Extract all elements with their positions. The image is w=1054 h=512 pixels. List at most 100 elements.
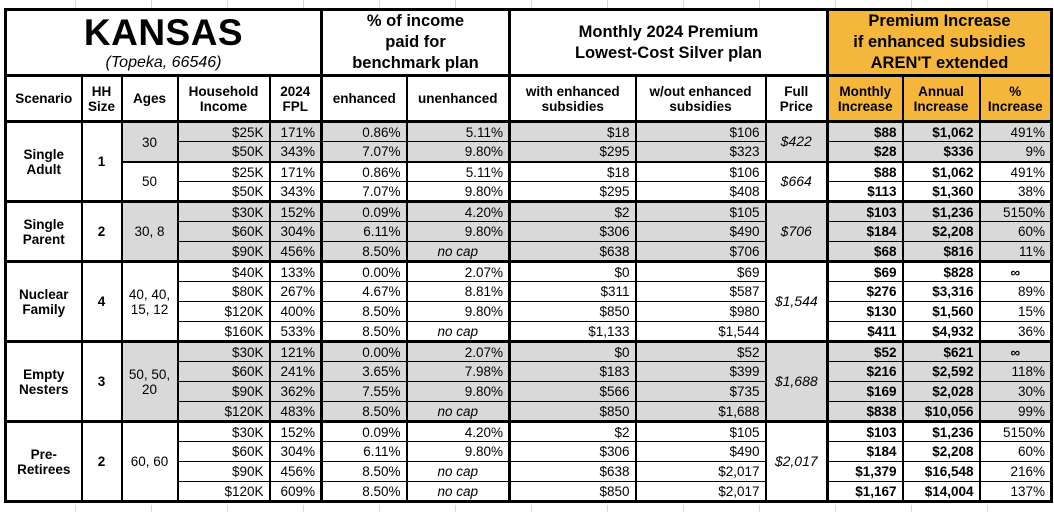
cell-pct-increase: 15% (978, 301, 1053, 323)
cell-income: $90K (176, 241, 271, 263)
cell-enhanced-pct: 8.50% (320, 241, 408, 263)
cell-income: $50K (176, 141, 271, 163)
cell-monthly-increase: $52 (826, 340, 904, 363)
col-header-without-subsidies: w/out enhanced subsidies (634, 75, 767, 124)
cell-with-subsidies: $18 (508, 160, 637, 183)
cell-scenario: Single Adult (4, 120, 83, 203)
cell-hh-size: 2 (80, 200, 123, 263)
cell-scenario: Empty Nesters (4, 340, 83, 423)
cell-monthly-increase: $103 (826, 420, 904, 443)
cell-income: $40K (176, 260, 271, 283)
table-title-cell: KANSAS (Topeka, 66546) (4, 7, 323, 78)
cell-annual-increase: $1,062 (901, 120, 981, 143)
cell-without-subsidies: $399 (634, 361, 767, 383)
cell-fpl: 171% (268, 120, 323, 143)
cell-hh-size: 2 (80, 420, 123, 504)
cell-ages: 40, 40, 15, 12 (120, 260, 179, 343)
section-header-premium: Monthly 2024 Premium Lowest-Cost Silver … (508, 7, 829, 78)
col-header-enhanced: enhanced (320, 75, 408, 124)
cell-income: $30K (176, 420, 271, 443)
cell-unenhanced-pct: 8.81% (405, 281, 511, 303)
col-header-annual-increase: Annual Increase (901, 75, 981, 124)
cell-pct-increase: ∞ (978, 340, 1053, 363)
cell-with-subsidies: $0 (508, 340, 637, 363)
cell-monthly-increase: $184 (826, 441, 904, 463)
cell-full-price: $422 (764, 120, 829, 163)
cell-without-subsidies: $2,017 (634, 481, 767, 504)
cell-fpl: 241% (268, 361, 323, 383)
cell-monthly-increase: $103 (826, 200, 904, 223)
cell-enhanced-pct: 0.09% (320, 420, 408, 443)
cell-enhanced-pct: 4.67% (320, 281, 408, 303)
cell-with-subsidies: $295 (508, 181, 637, 203)
cell-with-subsidies: $850 (508, 401, 637, 423)
cell-pct-increase: 38% (978, 181, 1053, 203)
cell-fpl: 483% (268, 401, 323, 423)
cell-pct-increase: 491% (978, 120, 1053, 143)
cell-fpl: 304% (268, 221, 323, 243)
cell-unenhanced-pct: 2.07% (405, 340, 511, 363)
cell-pct-increase: 216% (978, 461, 1053, 483)
spreadsheet-gridline-strip-top (0, 0, 1054, 8)
cell-unenhanced-pct: 9.80% (405, 441, 511, 463)
cell-scenario: Single Parent (4, 200, 83, 263)
col-header-ages: Ages (120, 75, 179, 124)
cell-annual-increase: $1,236 (901, 200, 981, 223)
cell-unenhanced-pct: 4.20% (405, 200, 511, 223)
cell-pct-increase: 118% (978, 361, 1053, 383)
cell-enhanced-pct: 0.00% (320, 260, 408, 283)
cell-annual-increase: $1,560 (901, 301, 981, 323)
cell-without-subsidies: $105 (634, 420, 767, 443)
cell-monthly-increase: $1,167 (826, 481, 904, 504)
cell-pct-increase: 99% (978, 401, 1053, 423)
cell-without-subsidies: $2,017 (634, 461, 767, 483)
cell-without-subsidies: $105 (634, 200, 767, 223)
section-header-increase: Premium Increase if enhanced subsidies A… (826, 7, 1053, 78)
cell-with-subsidies: $18 (508, 120, 637, 143)
cell-enhanced-pct: 8.50% (320, 461, 408, 483)
cell-monthly-increase: $184 (826, 221, 904, 243)
cell-enhanced-pct: 0.09% (320, 200, 408, 223)
cell-fpl: 267% (268, 281, 323, 303)
cell-without-subsidies: $490 (634, 441, 767, 463)
cell-enhanced-pct: 8.50% (320, 481, 408, 504)
cell-monthly-increase: $28 (826, 141, 904, 163)
cell-annual-increase: $3,316 (901, 281, 981, 303)
cell-annual-increase: $2,208 (901, 221, 981, 243)
cell-with-subsidies: $183 (508, 361, 637, 383)
cell-fpl: 343% (268, 181, 323, 203)
cell-enhanced-pct: 8.50% (320, 321, 408, 343)
cell-fpl: 533% (268, 321, 323, 343)
cell-enhanced-pct: 7.07% (320, 141, 408, 163)
cell-income: $60K (176, 221, 271, 243)
cell-income: $120K (176, 301, 271, 323)
cell-hh-size: 3 (80, 340, 123, 423)
cell-annual-increase: $816 (901, 241, 981, 263)
cell-full-price: $706 (764, 200, 829, 263)
cell-without-subsidies: $1,688 (634, 401, 767, 423)
cell-pct-increase: 9% (978, 141, 1053, 163)
cell-enhanced-pct: 6.11% (320, 221, 408, 243)
cell-fpl: 133% (268, 260, 323, 283)
cell-pct-increase: ∞ (978, 260, 1053, 283)
cell-unenhanced-pct: 9.80% (405, 181, 511, 203)
cell-ages: 60, 60 (120, 420, 179, 504)
cell-pct-increase: 60% (978, 221, 1053, 243)
cell-unenhanced-pct: no cap (405, 481, 511, 504)
cell-without-subsidies: $106 (634, 160, 767, 183)
cell-unenhanced-pct: 9.80% (405, 141, 511, 163)
cell-scenario: Nuclear Family (4, 260, 83, 343)
cell-fpl: 343% (268, 141, 323, 163)
cell-income: $30K (176, 200, 271, 223)
cell-unenhanced-pct: 7.98% (405, 361, 511, 383)
cell-full-price: $2,017 (764, 420, 829, 504)
cell-enhanced-pct: 7.07% (320, 181, 408, 203)
cell-income: $90K (176, 381, 271, 403)
cell-income: $60K (176, 361, 271, 383)
cell-enhanced-pct: 3.65% (320, 361, 408, 383)
cell-annual-increase: $14,004 (901, 481, 981, 504)
col-header-hh-size: HH Size (80, 75, 123, 124)
cell-monthly-increase: $276 (826, 281, 904, 303)
cell-monthly-increase: $69 (826, 260, 904, 283)
cell-annual-increase: $1,062 (901, 160, 981, 183)
